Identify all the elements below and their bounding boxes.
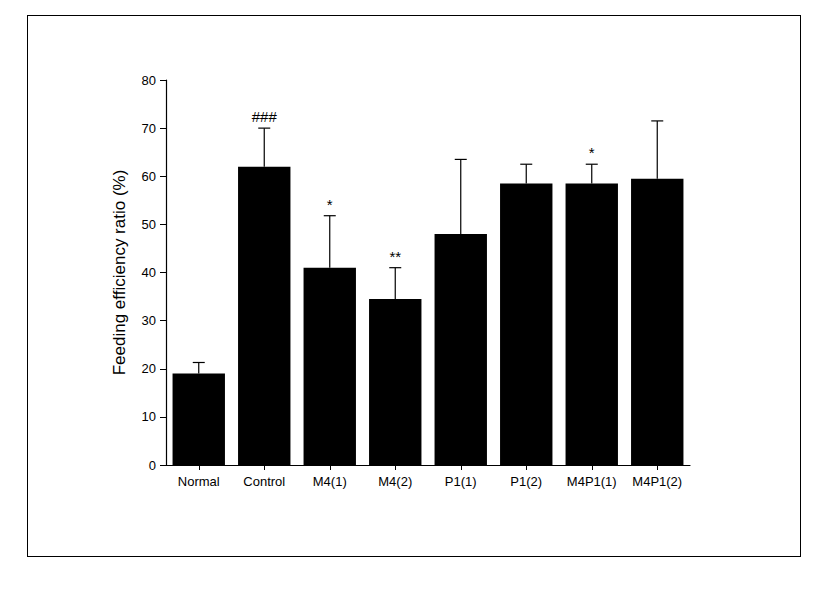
svg-text:40: 40 [142, 265, 156, 280]
svg-text:50: 50 [142, 217, 156, 232]
svg-text:###: ### [252, 108, 278, 125]
svg-text:*: * [327, 196, 333, 213]
svg-text:P1(2): P1(2) [510, 474, 542, 489]
svg-text:P1(1): P1(1) [445, 474, 477, 489]
svg-text:80: 80 [142, 73, 156, 88]
svg-text:70: 70 [142, 121, 156, 136]
svg-text:Normal: Normal [178, 474, 220, 489]
svg-text:M4P1(1): M4P1(1) [567, 474, 617, 489]
svg-text:*: * [589, 144, 595, 161]
svg-text:M4(1): M4(1) [313, 474, 347, 489]
svg-text:**: ** [389, 248, 401, 265]
svg-text:20: 20 [142, 361, 156, 376]
svg-text:M4(2): M4(2) [378, 474, 412, 489]
svg-text:10: 10 [142, 409, 156, 424]
svg-text:30: 30 [142, 313, 156, 328]
svg-text:0: 0 [149, 458, 156, 473]
svg-text:M4P1(2): M4P1(2) [632, 474, 682, 489]
svg-text:Feeding efficiency ratio (%): Feeding efficiency ratio (%) [110, 170, 129, 376]
svg-text:60: 60 [142, 169, 156, 184]
svg-text:Control: Control [243, 474, 285, 489]
